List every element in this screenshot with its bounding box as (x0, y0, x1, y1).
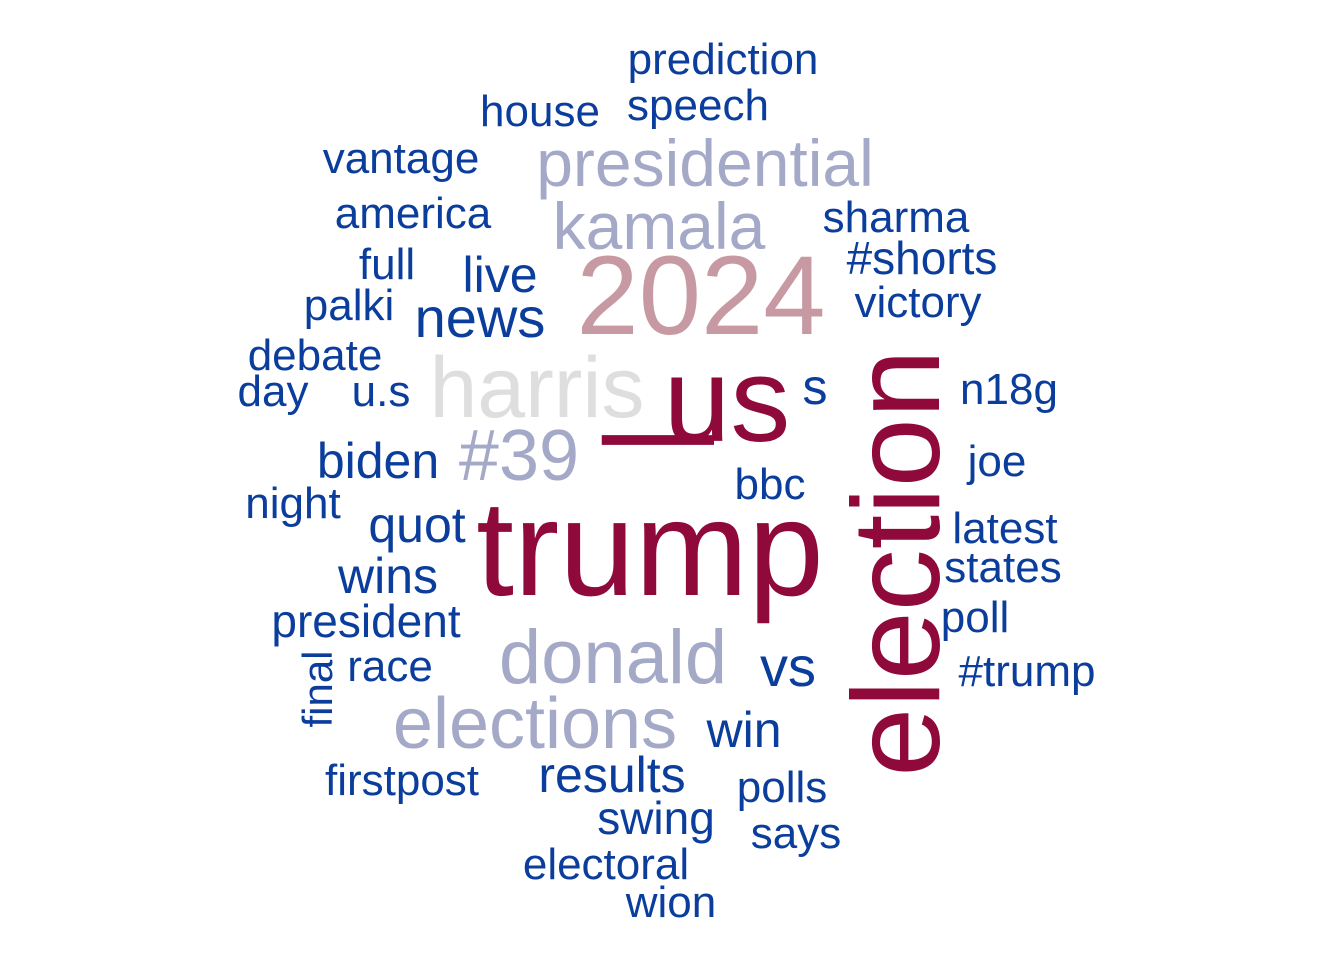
word-quot: quot (368, 497, 466, 553)
word-firstpost: firstpost (324, 756, 480, 805)
word-u-s: u.s (351, 367, 411, 416)
word-news: news (414, 286, 546, 349)
word-president: president (271, 595, 461, 647)
word-wion: wion (625, 878, 717, 927)
word-states: states (944, 543, 1062, 592)
word-joe: joe (967, 437, 1027, 486)
word-elections: elections (392, 684, 678, 764)
word-debate: debate (247, 331, 383, 380)
word-results: results (538, 747, 686, 803)
word-trump: trump (476, 472, 824, 624)
word-says: says (750, 809, 842, 858)
word-night: night (245, 479, 341, 528)
word-presidential: presidential (536, 126, 874, 200)
word-vantage: vantage (322, 134, 480, 183)
word-final: final (294, 650, 341, 728)
word-sharma: sharma (822, 193, 970, 242)
word-pipe: | (601, 424, 735, 456)
word-wins: wins (337, 548, 439, 604)
word-live: live (462, 247, 538, 303)
word-donald: donald (498, 615, 728, 700)
word-palki: palki (303, 281, 395, 330)
word-election: election (828, 349, 966, 777)
word-latest: latest (952, 504, 1058, 553)
word-full: full (358, 240, 416, 289)
word-speech: speech (627, 81, 769, 130)
word-n39: #39 (458, 416, 580, 496)
word-shorts: #shorts (846, 232, 998, 284)
word-vs: vs (760, 635, 816, 698)
word-bbc: bbc (734, 460, 806, 509)
word-biden: biden (316, 433, 440, 489)
word-n18g: n18g (960, 365, 1058, 414)
word-poll: poll (940, 593, 1010, 642)
word-hashtrump: #trump (958, 647, 1096, 696)
word-america: america (334, 189, 492, 238)
word-harris: harris (429, 340, 645, 436)
word-electoral: electoral (522, 840, 690, 889)
word-polls: polls (736, 763, 828, 812)
word-win: win (706, 702, 782, 758)
word-victory: victory (854, 278, 982, 327)
word-swing: swing (597, 792, 715, 844)
word-kamala: kamala (552, 189, 766, 263)
word-house: house (480, 87, 600, 136)
word-day: day (237, 367, 309, 416)
word-2024: 2024 (576, 233, 826, 358)
word-s: s (802, 359, 828, 415)
word-prediction: prediction (627, 35, 819, 84)
word-us: us (663, 333, 791, 467)
word-race: race (347, 642, 433, 691)
